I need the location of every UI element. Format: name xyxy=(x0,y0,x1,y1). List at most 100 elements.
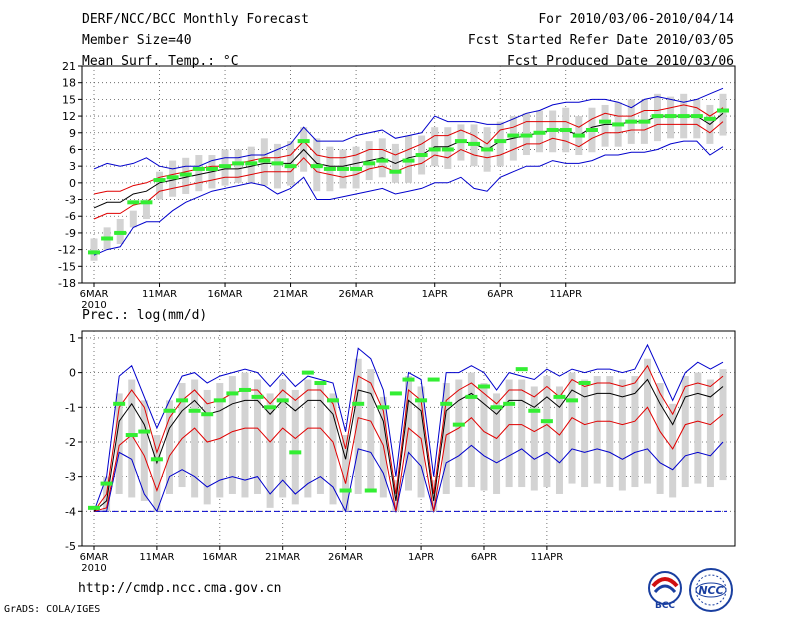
prec-ensemble-box xyxy=(254,379,262,494)
temp-y-tick-label: -3 xyxy=(65,194,76,207)
member-size-label: Member Size=40 xyxy=(82,33,192,48)
temp-x-tick-label: 21MAR xyxy=(273,289,308,300)
prec-ensemble-box xyxy=(593,376,601,484)
prec-ensemble-box xyxy=(455,379,463,488)
prec-ensemble-box xyxy=(644,358,652,484)
temp-observed-marker xyxy=(192,166,205,171)
prec-ensemble-box xyxy=(543,376,551,488)
prec-observed-marker xyxy=(301,370,314,375)
prec-observed-marker xyxy=(176,398,189,403)
prec-observed-marker xyxy=(389,391,402,396)
prec-observed-marker xyxy=(226,391,239,396)
temp-y-tick-label: 15 xyxy=(62,93,76,106)
temp-observed-marker xyxy=(690,114,703,119)
temp-observed-marker xyxy=(271,161,284,166)
prec-ensemble-box xyxy=(304,379,312,498)
prec-ensemble-box xyxy=(367,369,375,491)
prec-observed-marker xyxy=(490,405,503,410)
header-right: For 2010/03/06-2010/04/14 Fcst Started Re… xyxy=(468,9,734,72)
prec-observed-marker xyxy=(276,398,289,403)
temp-x-tick-label: 16MAR xyxy=(207,289,242,300)
temp-y-tick-label: -12 xyxy=(58,244,76,257)
temp-y-tick-label: -15 xyxy=(58,260,76,273)
prec-ensemble-box xyxy=(694,372,702,484)
prec-ensemble-box xyxy=(568,372,576,484)
prec-observed-marker xyxy=(352,401,365,406)
prec-lower-line xyxy=(93,406,724,512)
temp-observed-marker xyxy=(572,133,585,138)
prec-max-line xyxy=(93,343,724,512)
temp-x-tick-label: 11MAR xyxy=(142,289,177,300)
temp-min-line xyxy=(93,140,724,256)
prec-ensemble-box xyxy=(316,383,324,494)
prec-ensemble-box xyxy=(354,358,362,494)
prec-observed-marker xyxy=(402,377,415,382)
prec-ensemble-box xyxy=(706,379,714,488)
temp-x-tick-label: 1APR xyxy=(422,289,448,300)
temp-observed-marker xyxy=(717,108,729,113)
prec-observed-marker xyxy=(251,394,264,399)
prec-observed-marker xyxy=(163,408,176,413)
prec-observed-marker xyxy=(528,408,541,413)
prec-observed-marker xyxy=(578,381,591,386)
temp-ensemble-box xyxy=(129,210,137,228)
temp-y-tick-label: -18 xyxy=(58,277,76,290)
prec-ensemble-box xyxy=(480,383,488,491)
prec-ensemble-box xyxy=(266,393,274,508)
prec-ensemble-box xyxy=(165,400,173,494)
temp-ensemble-box xyxy=(234,149,242,183)
temp-ensemble-box xyxy=(601,104,609,147)
prec-observed-marker xyxy=(125,433,138,438)
temp-observed-marker xyxy=(140,200,153,205)
prec-ensemble-box xyxy=(153,435,161,512)
prec-min-line xyxy=(94,441,724,514)
temp-x-tick-label: 11APR xyxy=(549,289,582,300)
temp-observed-marker xyxy=(88,250,100,255)
prec-ensemble-box xyxy=(681,376,689,488)
prec-observed-marker xyxy=(553,394,566,399)
prec-ensemble-box xyxy=(518,379,526,488)
prec-ensemble-box xyxy=(228,376,236,494)
temp-frame xyxy=(81,65,736,284)
prec-mean-line xyxy=(93,378,724,512)
temp-y-tick-label: 21 xyxy=(62,60,76,73)
prec-x-tick-label: 6MAR xyxy=(80,552,109,563)
prec-ensemble-box xyxy=(555,386,563,494)
temp-ensemble-box xyxy=(90,238,98,261)
temp-observed-marker xyxy=(677,114,690,119)
prec-ensemble-box xyxy=(669,403,677,498)
temp-observed-marker xyxy=(468,141,481,146)
temp-observed-marker xyxy=(127,200,140,205)
prec-ensemble-box xyxy=(342,435,350,512)
temp-observed-marker xyxy=(481,147,494,152)
temp-observed-marker xyxy=(310,164,323,169)
prec-observed-marker xyxy=(150,457,163,462)
temp-observed-marker xyxy=(245,161,258,166)
prec-ensemble-box xyxy=(719,369,727,481)
header-left: DERF/NCC/BCC Monthly Forecast Member Size… xyxy=(82,9,309,72)
temp-y-tick-label: -6 xyxy=(65,210,76,223)
temp-observed-marker xyxy=(441,147,454,152)
temp-observed-marker xyxy=(205,166,218,171)
temp-observed-marker xyxy=(703,116,716,121)
prec-ensemble-box xyxy=(631,376,639,488)
temp-observed-marker xyxy=(376,158,389,163)
prec-observed-marker xyxy=(113,401,126,406)
temp-y-tick-label: 18 xyxy=(62,77,76,90)
prec-panel: 1 0 -1 -2 -3 -4 -5 6MAR 11MAR 16MAR 21MAR 26MAR 1APR… xyxy=(65,330,736,574)
prec-x-tick-label: 11APR xyxy=(531,552,564,563)
temp-observed-marker xyxy=(454,139,467,144)
temp-observed-marker xyxy=(297,139,310,144)
source-url-link[interactable]: http://cmdp.ncc.cma.gov.cn xyxy=(78,581,282,596)
temp-observed-marker xyxy=(258,158,271,163)
prec-observed-marker xyxy=(465,394,478,399)
bcc-logo-icon: BCC xyxy=(648,571,682,611)
grads-credit: GrADS: COLA/IGES xyxy=(4,604,101,615)
prec-x-tick-label: 16MAR xyxy=(202,552,237,563)
fcst-started-label: Fcst Started Refer Date 2010/03/05 xyxy=(467,33,734,48)
temp-observed-marker xyxy=(428,147,441,152)
temp-x-tick-label: 26MAR xyxy=(339,289,374,300)
prec-ensemble-box xyxy=(618,379,626,491)
precip-panel-title: Prec.: log(mm/d) xyxy=(82,308,208,323)
